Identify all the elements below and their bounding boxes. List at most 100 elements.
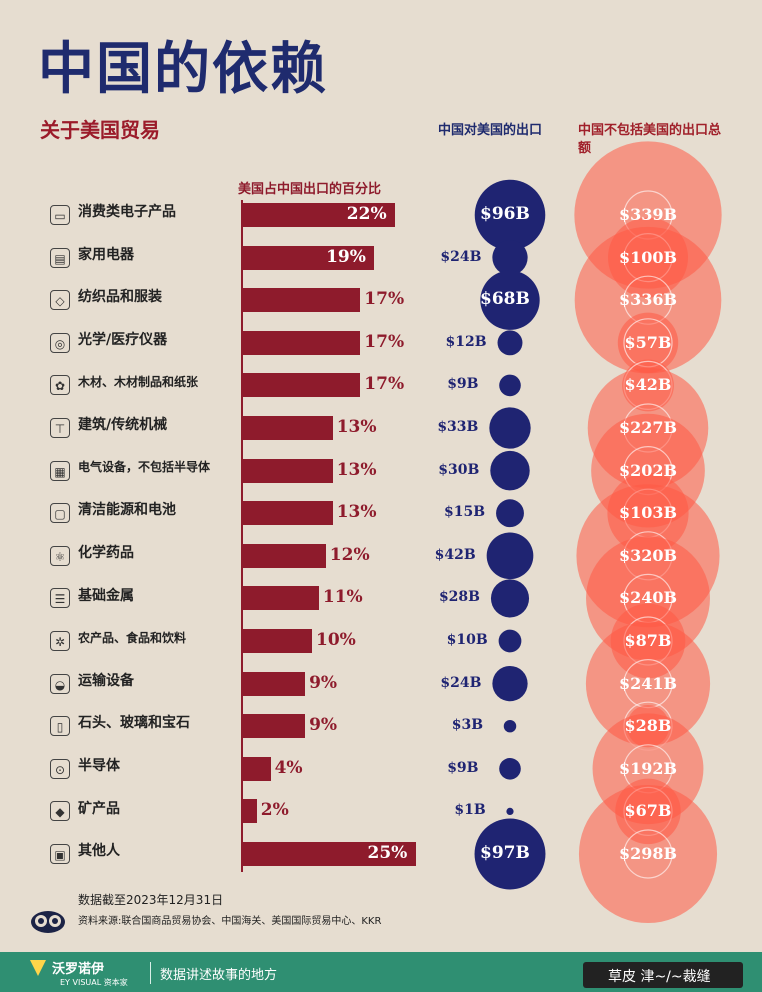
data-date-note: 数据截至2023年12月31日 [78, 893, 224, 907]
us-export-label: $3B [451, 717, 484, 734]
page-title: 中国的依赖 [38, 37, 328, 102]
world-export-label: $240B [618, 588, 678, 608]
category-label: 清洁能源和电池 [78, 502, 176, 519]
car-icon: ◒ [50, 673, 70, 694]
us-export-label: $15B [444, 504, 486, 521]
us-export-label: $24B [440, 248, 482, 265]
percent-label: 4% [274, 757, 303, 778]
us-export-label: $10B [446, 632, 488, 648]
world-export-label: $241B [618, 673, 678, 693]
bar-axis-line [241, 200, 243, 872]
percent-bar [243, 714, 306, 739]
us-export-label: $9B [447, 759, 479, 776]
watermark-box [583, 962, 743, 988]
atom-icon: ⚛ [50, 545, 70, 566]
percent-label: 10% [316, 630, 356, 650]
category-label: 其他人 [78, 843, 120, 860]
us-export-bubble [497, 330, 523, 356]
us-export-bubble [498, 629, 522, 653]
us-export-label: $33B [437, 419, 479, 435]
category-label: 光学/医疗仪器 [78, 332, 168, 348]
world-export-label: $100B [618, 247, 678, 267]
shirt-icon: ◇ [50, 290, 70, 311]
world-export-label: $57B [624, 332, 672, 352]
percent-label: 19% [326, 246, 366, 267]
percent-bar [243, 245, 375, 270]
category-label: 建筑/传统机械 [78, 417, 168, 434]
percent-label: 11% [322, 587, 363, 608]
us-export-label: $12B [445, 333, 487, 350]
source-note: 资料来源:联合国商品贸易协会、中国海关、美国国际贸易中心、KKR [78, 916, 382, 927]
percent-bar [243, 629, 312, 653]
appliance-icon: ▤ [50, 247, 70, 268]
footer-brand[interactable]: 沃罗诺伊 [52, 962, 105, 977]
percent-bar [243, 501, 333, 526]
world-column-header: 中国不包括美国的出口总额 [578, 123, 722, 157]
battery-icon: ▢ [50, 503, 70, 524]
percent-bar [243, 756, 271, 781]
percent-bar [243, 373, 361, 398]
percent-bar [243, 416, 333, 440]
percent-label: 13% [336, 459, 377, 480]
us-export-bubble [496, 499, 524, 528]
percent-label: 9% [309, 715, 338, 736]
us-export-label: $96B [480, 204, 530, 224]
percent-bar [243, 458, 333, 483]
world-export-label: $192B [618, 758, 678, 778]
us-column-header: 中国对美国的出口 [438, 123, 543, 138]
category-label: 运输设备 [78, 672, 134, 689]
wheat-icon: ✲ [50, 631, 70, 651]
glass-icon: ▯ [50, 716, 70, 737]
category-label: 木材、木材制品和纸张 [78, 375, 199, 389]
world-export-label: $298B [618, 844, 678, 863]
category-label: 电气设备，不包括半导体 [78, 460, 211, 475]
world-export-label: $103B [618, 503, 678, 523]
world-export-label: $67B [624, 801, 672, 821]
chip-icon: ⊙ [50, 758, 70, 779]
category-label: 化学药品 [78, 545, 134, 561]
us-export-label: $28B [438, 589, 480, 606]
percent-bar [243, 842, 416, 866]
us-export-label: $68B [480, 289, 530, 310]
category-label: 纺织品和服装 [78, 289, 162, 306]
percent-bar [243, 203, 395, 227]
percent-bar [243, 543, 326, 568]
percent-label: 25% [367, 843, 408, 863]
us-export-bubble [499, 758, 521, 780]
us-export-bubble [490, 450, 530, 491]
us-export-bubble [489, 407, 531, 449]
percent-label: 17% [364, 374, 405, 395]
wood-icon: ✿ [50, 375, 70, 396]
category-label: 农产品、食品和饮料 [78, 630, 187, 645]
percent-bar [243, 671, 306, 696]
world-export-label: $202B [618, 460, 678, 480]
us-export-bubble [492, 665, 528, 702]
category-label: 消费类电子产品 [78, 204, 176, 221]
world-export-label: $42B [624, 375, 672, 395]
percent-label: 17% [364, 331, 405, 352]
microscope-icon: ◎ [50, 332, 70, 353]
monitor-icon: ▭ [50, 205, 70, 225]
footer-slogan: 数据讲述故事的地方 [160, 968, 278, 983]
percent-label: 13% [336, 417, 377, 437]
category-label: 矿产品 [78, 800, 120, 817]
us-export-label: $30B [438, 461, 480, 478]
category-label: 家用电器 [78, 246, 134, 263]
us-export-bubble [499, 374, 521, 397]
page-subtitle: 关于美国贸易 [40, 118, 160, 142]
world-export-label: $28B [624, 716, 672, 736]
us-export-label: $42B [434, 546, 476, 563]
footer-divider [150, 962, 151, 984]
percent-bar [243, 586, 319, 611]
us-export-bubble [490, 579, 530, 618]
world-export-label: $87B [624, 631, 672, 650]
watermark-text: 草皮 津~/~裁缝 [608, 969, 711, 985]
category-label: 基础金属 [78, 587, 134, 604]
percent-label: 22% [346, 204, 387, 224]
circuit-icon: ▦ [50, 460, 70, 481]
us-export-bubble [492, 239, 528, 276]
category-label: 石头、玻璃和宝石 [78, 715, 190, 732]
us-export-label: $24B [440, 674, 482, 691]
percent-label: 9% [309, 672, 338, 693]
